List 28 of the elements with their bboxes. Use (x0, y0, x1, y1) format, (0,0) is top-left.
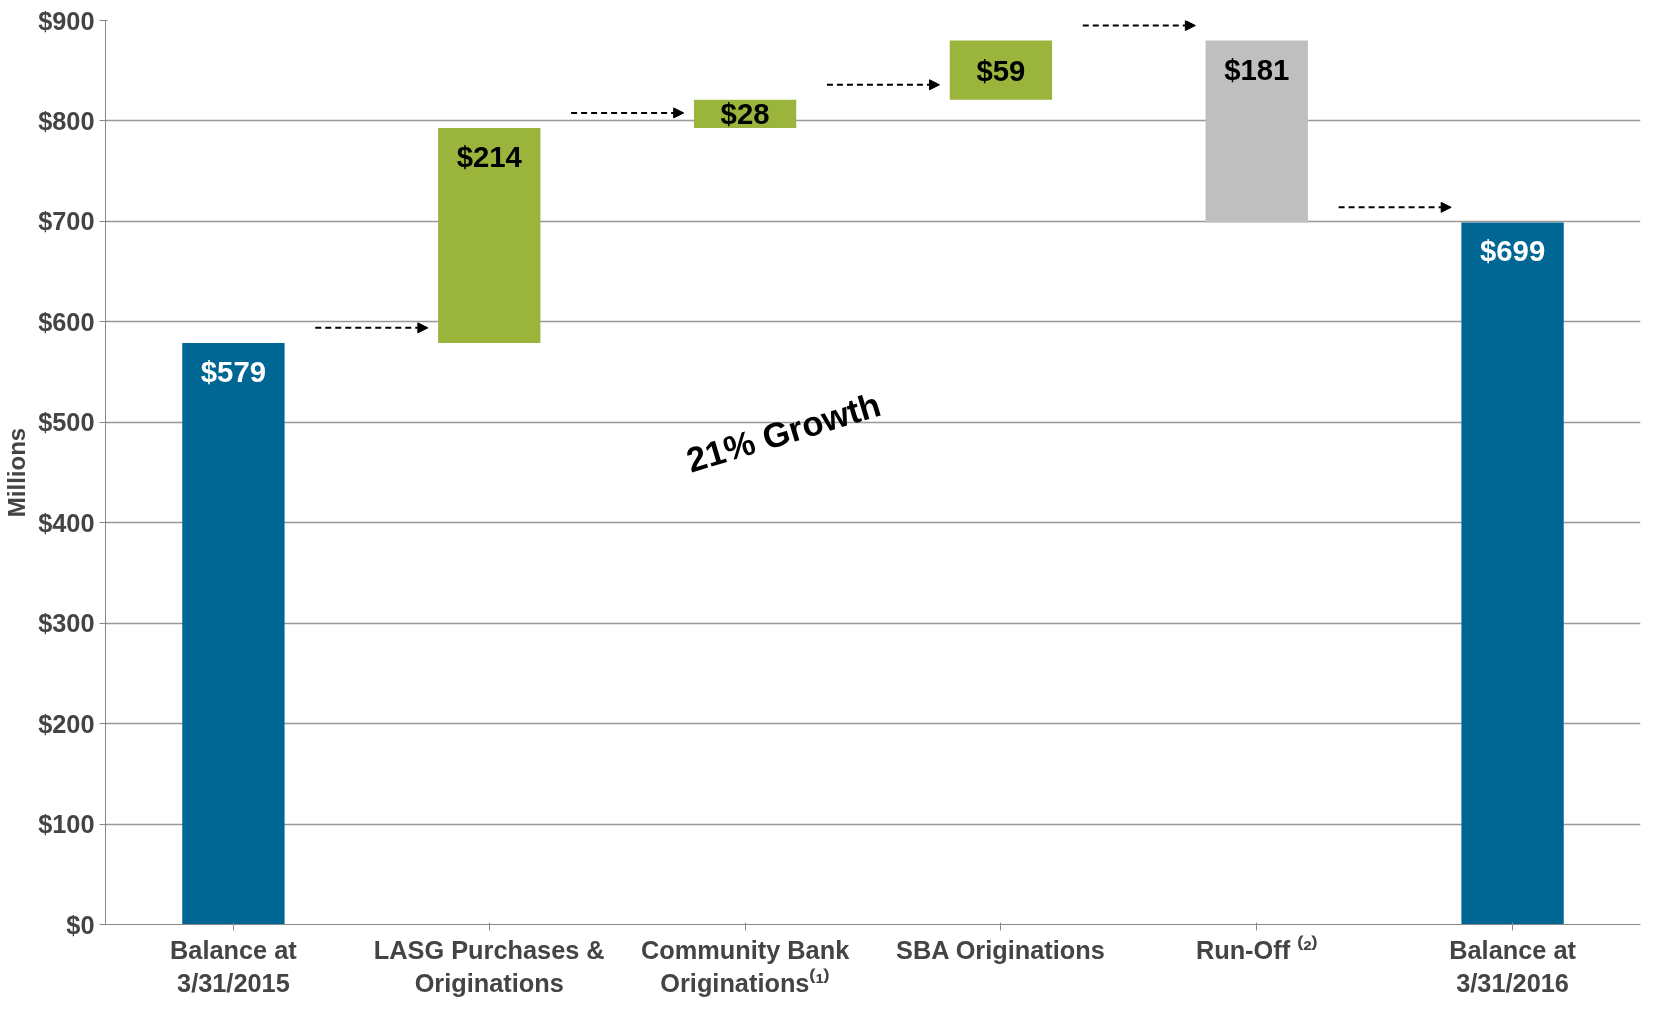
data-label: $579 (200, 354, 267, 388)
data-label: $214 (456, 140, 523, 174)
x-tick-label: Balance at 3/31/2016 (1449, 935, 1577, 998)
y-tick-label: $500 (38, 408, 95, 437)
x-tick-label: Community Bank Originations⁽¹⁾ (640, 935, 851, 998)
y-tick-label: $800 (38, 106, 95, 135)
y-tick-label: $200 (38, 709, 95, 738)
y-tick-label: $300 (38, 609, 95, 638)
y-tick-label: $100 (38, 810, 95, 839)
y-tick-label: $400 (38, 508, 95, 537)
data-label: $59 (976, 53, 1026, 87)
x-tick-label: Run-Off ⁽²⁾ (1195, 934, 1318, 964)
bar (182, 342, 285, 925)
annotation: 21% Growth (682, 385, 885, 480)
x-tick-label: LASG Purchases & Originations (373, 935, 605, 998)
bar (1461, 222, 1564, 925)
y-axis-title: Millions (3, 427, 31, 518)
data-label: $28 (720, 97, 770, 131)
y-tick-label: $700 (38, 207, 95, 236)
y-tick-label: $0 (66, 910, 95, 939)
y-tick-label: $600 (38, 307, 95, 336)
x-tick-label: SBA Originations (896, 935, 1105, 964)
x-tick-label: Balance at 3/31/2015 (170, 935, 298, 998)
bar (1205, 40, 1308, 223)
y-tick-label: $900 (38, 6, 95, 35)
data-label: $699 (1479, 234, 1546, 268)
bar (438, 127, 541, 343)
data-label: $181 (1224, 52, 1290, 86)
